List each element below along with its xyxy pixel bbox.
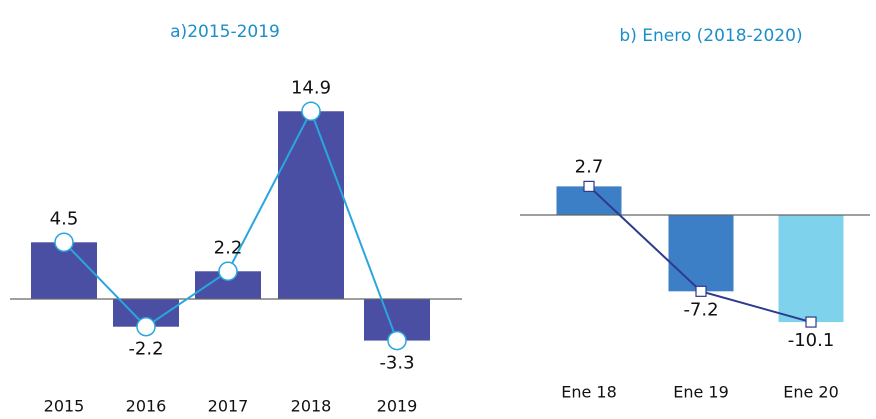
bar (668, 215, 734, 292)
data-label: -7.2 (683, 299, 718, 320)
data-label: 4.5 (50, 208, 79, 229)
x-tick-label: Ene 18 (561, 383, 617, 402)
marker (695, 285, 707, 297)
data-label: 2.7 (575, 156, 604, 177)
x-tick-label: 2016 (126, 397, 167, 416)
x-tick-label: Ene 20 (783, 383, 839, 402)
data-label: -3.3 (379, 353, 414, 374)
data-label: 2.2 (214, 237, 243, 258)
data-label: 14.9 (291, 77, 331, 98)
x-tick-label: 2018 (291, 397, 332, 416)
marker (218, 261, 238, 282)
chart-title: b) Enero (2018-2020) (619, 26, 802, 46)
chart-title: a)2015-2019 (170, 22, 280, 42)
x-tick-label: 2015 (44, 397, 85, 416)
data-label: -10.1 (788, 330, 835, 351)
bar (278, 111, 344, 299)
x-tick-label: Ene 19 (673, 383, 729, 402)
marker (301, 101, 321, 122)
marker (136, 316, 156, 337)
bar (778, 215, 844, 323)
x-tick-label: 2019 (377, 397, 418, 416)
marker (387, 330, 407, 351)
marker (583, 180, 595, 192)
marker (805, 316, 817, 328)
data-label: -2.2 (128, 339, 163, 360)
marker (54, 232, 74, 253)
x-tick-label: 2017 (208, 397, 249, 416)
